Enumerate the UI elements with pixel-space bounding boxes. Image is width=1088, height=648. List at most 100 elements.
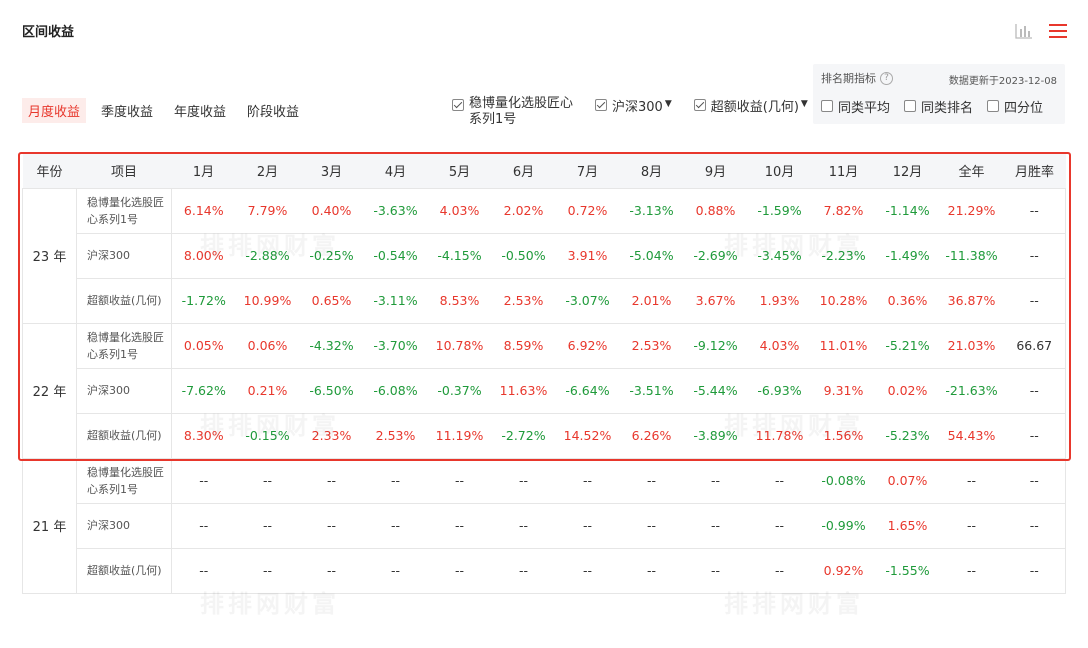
item-cell: 超额收益(几何) [76,548,172,594]
value-cell: 11.78% [747,413,812,459]
column-header: 10月 [747,154,812,189]
value-cell: -- [555,503,620,549]
item-cell: 超额收益(几何) [76,413,172,459]
value-cell: -0.50% [491,233,556,279]
table-list-icon[interactable] [1048,22,1068,40]
value-cell: -1.14% [875,188,940,234]
value-cell: 2.53% [491,278,556,324]
checkbox-unchecked[interactable] [904,100,917,112]
value-cell: -- [555,548,620,594]
value-cell: 54.43% [939,413,1004,459]
column-header: 8月 [619,154,684,189]
checkbox-unchecked[interactable] [821,100,833,112]
table-row: 沪深300 -7.62% 0.21% -6.50% -6.08% -0.37% 11.63%… [23,368,1066,414]
column-header: 6月 [491,154,556,189]
value-cell: 10.78% [427,323,492,369]
value-cell: -6.08% [363,368,428,414]
filter-fund-checkbox[interactable]: 稳博量化选股匠心系列1号 [452,96,573,128]
value-cell: 2.33% [299,413,364,459]
value-cell: -- [299,548,364,594]
value-cell: 0.88% [683,188,748,234]
option-quartile[interactable]: 四分位 [987,97,1043,116]
value-cell: 0.06% [235,323,300,369]
value-cell: -- [491,458,556,504]
value-cell: -6.64% [555,368,620,414]
value-cell: -- [427,548,492,594]
option-label: 四分位 [1004,101,1044,116]
value-cell: -- [235,548,300,594]
caret-down-icon[interactable]: ▼ [664,99,672,109]
value-cell: -4.32% [299,323,364,369]
value-cell: -5.44% [683,368,748,414]
value-cell: -- [363,503,428,549]
value-cell: 6.14% [171,188,236,234]
value-cell: -- [299,458,364,504]
value-cell: -- [747,503,812,549]
table-header-row: 年份 项目 1月 2月 3月 4月 5月 6月 7月 8月 9月 10月 11月 12月 全年 月胜率 [22,154,1066,189]
tab-quarterly[interactable]: 季度收益 [101,105,154,120]
value-cell: 21.03% [939,323,1004,369]
filter-hs300-label: 沪深300 [612,100,663,115]
value-cell: -- [747,548,812,594]
value-cell: -0.99% [811,503,876,549]
value-cell: -1.49% [875,233,940,279]
option-peer-average[interactable]: 同类平均 [821,97,890,116]
tab-stage[interactable]: 阶段收益 [247,105,300,120]
item-cell: 沪深300 [76,368,172,414]
value-cell: -- [427,503,492,549]
filter-excess-label: 超额收益(几何) [710,100,799,115]
column-header: 11月 [811,154,876,189]
value-cell: -- [491,548,556,594]
value-cell: -- [235,458,300,504]
win-rate-cell: -- [1003,233,1066,279]
value-cell: -0.15% [235,413,300,459]
checkbox-checked[interactable] [595,99,607,111]
value-cell: 3.67% [683,278,748,324]
checkbox-unchecked[interactable] [987,100,1000,112]
value-cell: -3.45% [747,233,812,279]
item-cell: 沪深300 [76,503,172,549]
value-cell: -3.51% [619,368,684,414]
value-cell: -- [683,503,748,549]
value-cell: 14.52% [555,413,620,459]
value-cell: -- [683,458,748,504]
value-cell: -3.07% [555,278,620,324]
value-cell: -- [363,548,428,594]
option-label: 同类排名 [921,101,974,116]
value-cell: -5.23% [875,413,940,459]
tab-monthly[interactable]: 月度收益 [22,98,87,123]
value-cell: 4.03% [427,188,492,234]
caret-down-icon[interactable]: ▼ [800,99,808,109]
column-header: 5月 [427,154,492,189]
value-cell: -- [939,503,1004,549]
value-cell: 11.01% [811,323,876,369]
value-cell: 11.63% [491,368,556,414]
value-cell: 1.93% [747,278,812,324]
value-cell: 6.92% [555,323,620,369]
series-filters: 稳博量化选股匠心系列1号 沪深300 ▼ 超额收益(几何) ▼ [452,96,830,128]
win-rate-cell: -- [1003,413,1066,459]
filter-excess-checkbox[interactable]: 超额收益(几何) ▼ [693,96,808,115]
checkbox-checked[interactable] [452,99,464,111]
ranking-options: 同类平均 同类排名 四分位 [821,97,1043,116]
value-cell: -3.11% [363,278,428,324]
item-cell: 超额收益(几何) [76,278,172,324]
bar-chart-icon[interactable] [1014,22,1034,40]
filter-fund-label: 稳博量化选股匠心系列1号 [469,96,574,127]
item-cell: 稳博量化选股匠心系列1号 [76,323,172,369]
value-cell: -- [619,503,684,549]
column-header: 年份 [22,154,77,189]
value-cell: 0.02% [875,368,940,414]
value-cell: -- [939,548,1004,594]
checkbox-checked[interactable] [693,99,706,111]
value-cell: 11.19% [427,413,492,459]
value-cell: -4.15% [427,233,492,279]
help-icon[interactable]: ? [880,71,893,85]
tab-yearly[interactable]: 年度收益 [174,105,227,120]
value-cell: 7.82% [811,188,876,234]
filter-hs300-checkbox[interactable]: 沪深300 ▼ [595,96,672,115]
value-cell: -5.04% [619,233,684,279]
option-peer-rank[interactable]: 同类排名 [904,97,973,116]
column-header: 4月 [363,154,428,189]
value-cell: -3.13% [619,188,684,234]
